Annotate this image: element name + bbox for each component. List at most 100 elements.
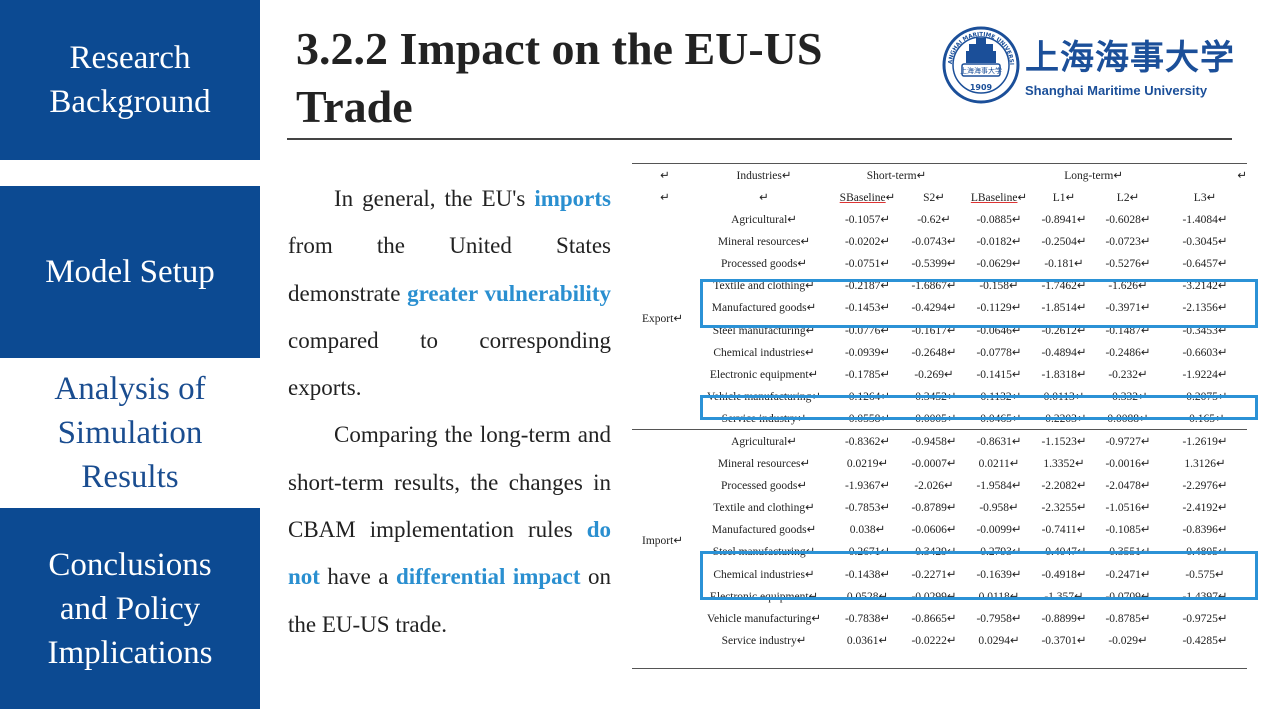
text-run: have a bbox=[319, 564, 396, 590]
group-label: Export↵ bbox=[642, 313, 683, 326]
value-cell: -0.0016↵ bbox=[1105, 458, 1151, 471]
table-row: Processed goods↵ -1.9367↵ -2.026↵ -1.9584↵ -… bbox=[632, 474, 1247, 496]
table-row: Vehicle manufacturing↵ -0.7838↵ -0.8665↵ -0… bbox=[632, 607, 1247, 629]
value-cell: -0.0939↵ bbox=[844, 346, 891, 359]
nav-label-line: Conclusions bbox=[48, 546, 212, 583]
value-cell: -0.2471↵ bbox=[1105, 568, 1151, 581]
value-cell: -0.0743↵ bbox=[911, 236, 957, 249]
industry-cell: Electronic equipment↵ bbox=[709, 368, 819, 381]
nav-conclusions-and-policy-implications[interactable]: Conclusions and Policy Implications bbox=[0, 508, 260, 709]
industry-cell: Service industry↵ bbox=[721, 634, 807, 647]
value-cell: -0.958↵ bbox=[979, 502, 1019, 515]
table-header-row: ↵ Industries↵ Short-term↵ Long-term↵ ↵ bbox=[632, 163, 1248, 186]
industry-cell: Chemical industries↵ bbox=[713, 568, 815, 581]
value-cell: -0.0007↵ bbox=[911, 458, 957, 471]
university-logo: SHANGHAI MARITIME UNIVERSITY 上海海事大学 1909 bbox=[940, 26, 1240, 106]
value-cell: -0.2187↵ bbox=[844, 280, 891, 293]
nav-label-line: Research bbox=[69, 40, 191, 76]
value-cell: 1.3126↵ bbox=[1184, 458, 1226, 471]
value-cell: -0.1785↵ bbox=[844, 368, 891, 381]
value-cell: -2.026↵ bbox=[914, 480, 954, 493]
value-cell: -0.2648↵ bbox=[911, 346, 957, 359]
value-cell: -0.1453↵ bbox=[844, 302, 891, 315]
value-cell: -1.9367↵ bbox=[844, 480, 891, 493]
value-cell: -0.6028↵ bbox=[1105, 214, 1151, 227]
value-cell: -0.7853↵ bbox=[844, 502, 891, 515]
value-cell: -0.3045↵ bbox=[1182, 236, 1228, 249]
value-cell: -0.158↵ bbox=[979, 280, 1019, 293]
value-cell: -2.4192↵ bbox=[1182, 502, 1228, 515]
value-cell: -0.0778↵ bbox=[976, 346, 1022, 359]
table-row: Service industry↵ 0.0361↵ -0.0222↵ 0.0294↵ -… bbox=[632, 629, 1247, 651]
value-cell: 0.0219↵ bbox=[846, 458, 889, 471]
table-row: Electronic equipment↵ -0.1785↵ -0.269↵ -0.1… bbox=[632, 363, 1247, 385]
value-cell: -1.2619↵ bbox=[1163, 428, 1248, 453]
text-run: compared to corresponding exports. bbox=[288, 327, 611, 401]
text-run: from the United States demonstrate bbox=[288, 233, 611, 306]
table-row: Manufactured goods↵ 0.038↵ -0.0606↵ -0.0099… bbox=[632, 518, 1247, 540]
header-s2: S2↵ bbox=[923, 192, 945, 204]
value-cell: -1.4084↵ bbox=[1182, 214, 1228, 227]
value-cell: 0.0211↵ bbox=[978, 458, 1020, 471]
table-row: Export↵ Agricultural↵ -0.1057↵ -0.62↵ -0.088… bbox=[632, 208, 1247, 325]
value-cell: -0.8899↵ bbox=[1041, 612, 1087, 625]
value-cell: -0.1085↵ bbox=[1105, 524, 1151, 537]
value-cell: -0.575↵ bbox=[1185, 568, 1225, 581]
industry-cell: Manufactured goods↵ bbox=[711, 302, 817, 315]
value-cell: -0.8396↵ bbox=[1182, 524, 1228, 537]
value-cell: -0.9458↵ bbox=[905, 428, 963, 453]
university-seal-icon: SHANGHAI MARITIME UNIVERSITY 上海海事大学 1909 bbox=[940, 26, 1020, 104]
university-name: Shanghai Maritime University bbox=[1025, 83, 1208, 98]
value-cell: -0.0723↵ bbox=[1105, 236, 1151, 249]
value-cell: -0.1415↵ bbox=[976, 368, 1022, 381]
cell-mark: ↵ bbox=[759, 192, 769, 204]
cell-mark: ↵ bbox=[1163, 163, 1248, 186]
nav-research-background[interactable]: Research Background bbox=[0, 0, 260, 160]
industry-cell: Mineral resources↵ bbox=[717, 458, 811, 471]
table-row: Chemical industries↵ -0.1438↵ -0.2271↵ -0.1… bbox=[632, 563, 1247, 585]
page-title: 3.2.2 Impact on the EU-US Trade bbox=[296, 23, 823, 132]
nav-model-setup[interactable]: Model Setup bbox=[0, 186, 260, 358]
header-l3: L3↵ bbox=[1193, 192, 1217, 204]
value-cell: -0.2504↵ bbox=[1041, 236, 1087, 249]
table-row: Mineral resources↵ 0.0219↵ -0.0007↵ 0.0211↵… bbox=[632, 452, 1247, 474]
value-cell: 0.0294↵ bbox=[978, 634, 1020, 647]
highlight-box-export-textile-manufactured bbox=[700, 279, 1258, 328]
value-cell: -1.8318↵ bbox=[1041, 368, 1087, 381]
table-row: Processed goods↵ -0.0751↵ -0.5399↵ -0.0629↵… bbox=[632, 252, 1247, 274]
value-cell: -1.9224↵ bbox=[1182, 368, 1228, 381]
industry-cell: Agricultural↵ bbox=[731, 214, 797, 227]
value-cell: -0.269↵ bbox=[914, 368, 954, 381]
table-row: Import↵ Agricultural↵ -0.8362↵ -0.9458↵ -0.8… bbox=[632, 428, 1248, 651]
value-cell: -0.6457↵ bbox=[1182, 258, 1228, 271]
value-cell: -0.0222↵ bbox=[911, 634, 957, 647]
highlight-differential-impact: differential impact bbox=[395, 564, 581, 590]
value-cell: -2.2976↵ bbox=[1182, 480, 1228, 493]
value-cell: -0.0099↵ bbox=[976, 524, 1022, 537]
value-cell: -0.62↵ bbox=[917, 214, 951, 227]
cell-mark: ↵ bbox=[632, 163, 698, 186]
value-cell: -0.0202↵ bbox=[844, 236, 891, 249]
paragraph-1: In general, the EU's imports from the Un… bbox=[288, 175, 611, 411]
highlight-imports: imports bbox=[534, 186, 611, 211]
value-cell: -0.9725↵ bbox=[1182, 612, 1228, 625]
value-cell: -1.9584↵ bbox=[976, 480, 1022, 493]
industry-cell: Processed goods↵ bbox=[721, 258, 807, 271]
text-run: Comparing the long-term and short-term r… bbox=[288, 422, 611, 543]
industry-cell: Processed goods↵ bbox=[721, 480, 807, 493]
header-lbaseline: LBaseline↵ bbox=[970, 192, 1028, 204]
table-bottom-rule bbox=[632, 668, 1247, 669]
value-cell: -1.8514↵ bbox=[1041, 302, 1087, 315]
value-cell: -1.0516↵ bbox=[1105, 502, 1151, 515]
value-cell: 0.038↵ bbox=[849, 524, 886, 537]
nav-analysis-of-simulation-results[interactable]: Analysis of Simulation Results bbox=[0, 360, 260, 506]
paragraph-2: Comparing the long-term and short-term r… bbox=[288, 411, 611, 647]
value-cell: -0.232↵ bbox=[1108, 368, 1148, 381]
header-l2: L2↵ bbox=[1116, 192, 1140, 204]
value-cell: -0.8789↵ bbox=[911, 502, 957, 515]
header-l1: L1↵ bbox=[1052, 192, 1076, 204]
value-cell: -0.9727↵ bbox=[1093, 428, 1164, 453]
header-industries: Industries↵ bbox=[698, 163, 830, 186]
value-cell: -1.7462↵ bbox=[1041, 280, 1087, 293]
value-cell: -0.0629↵ bbox=[976, 258, 1022, 271]
